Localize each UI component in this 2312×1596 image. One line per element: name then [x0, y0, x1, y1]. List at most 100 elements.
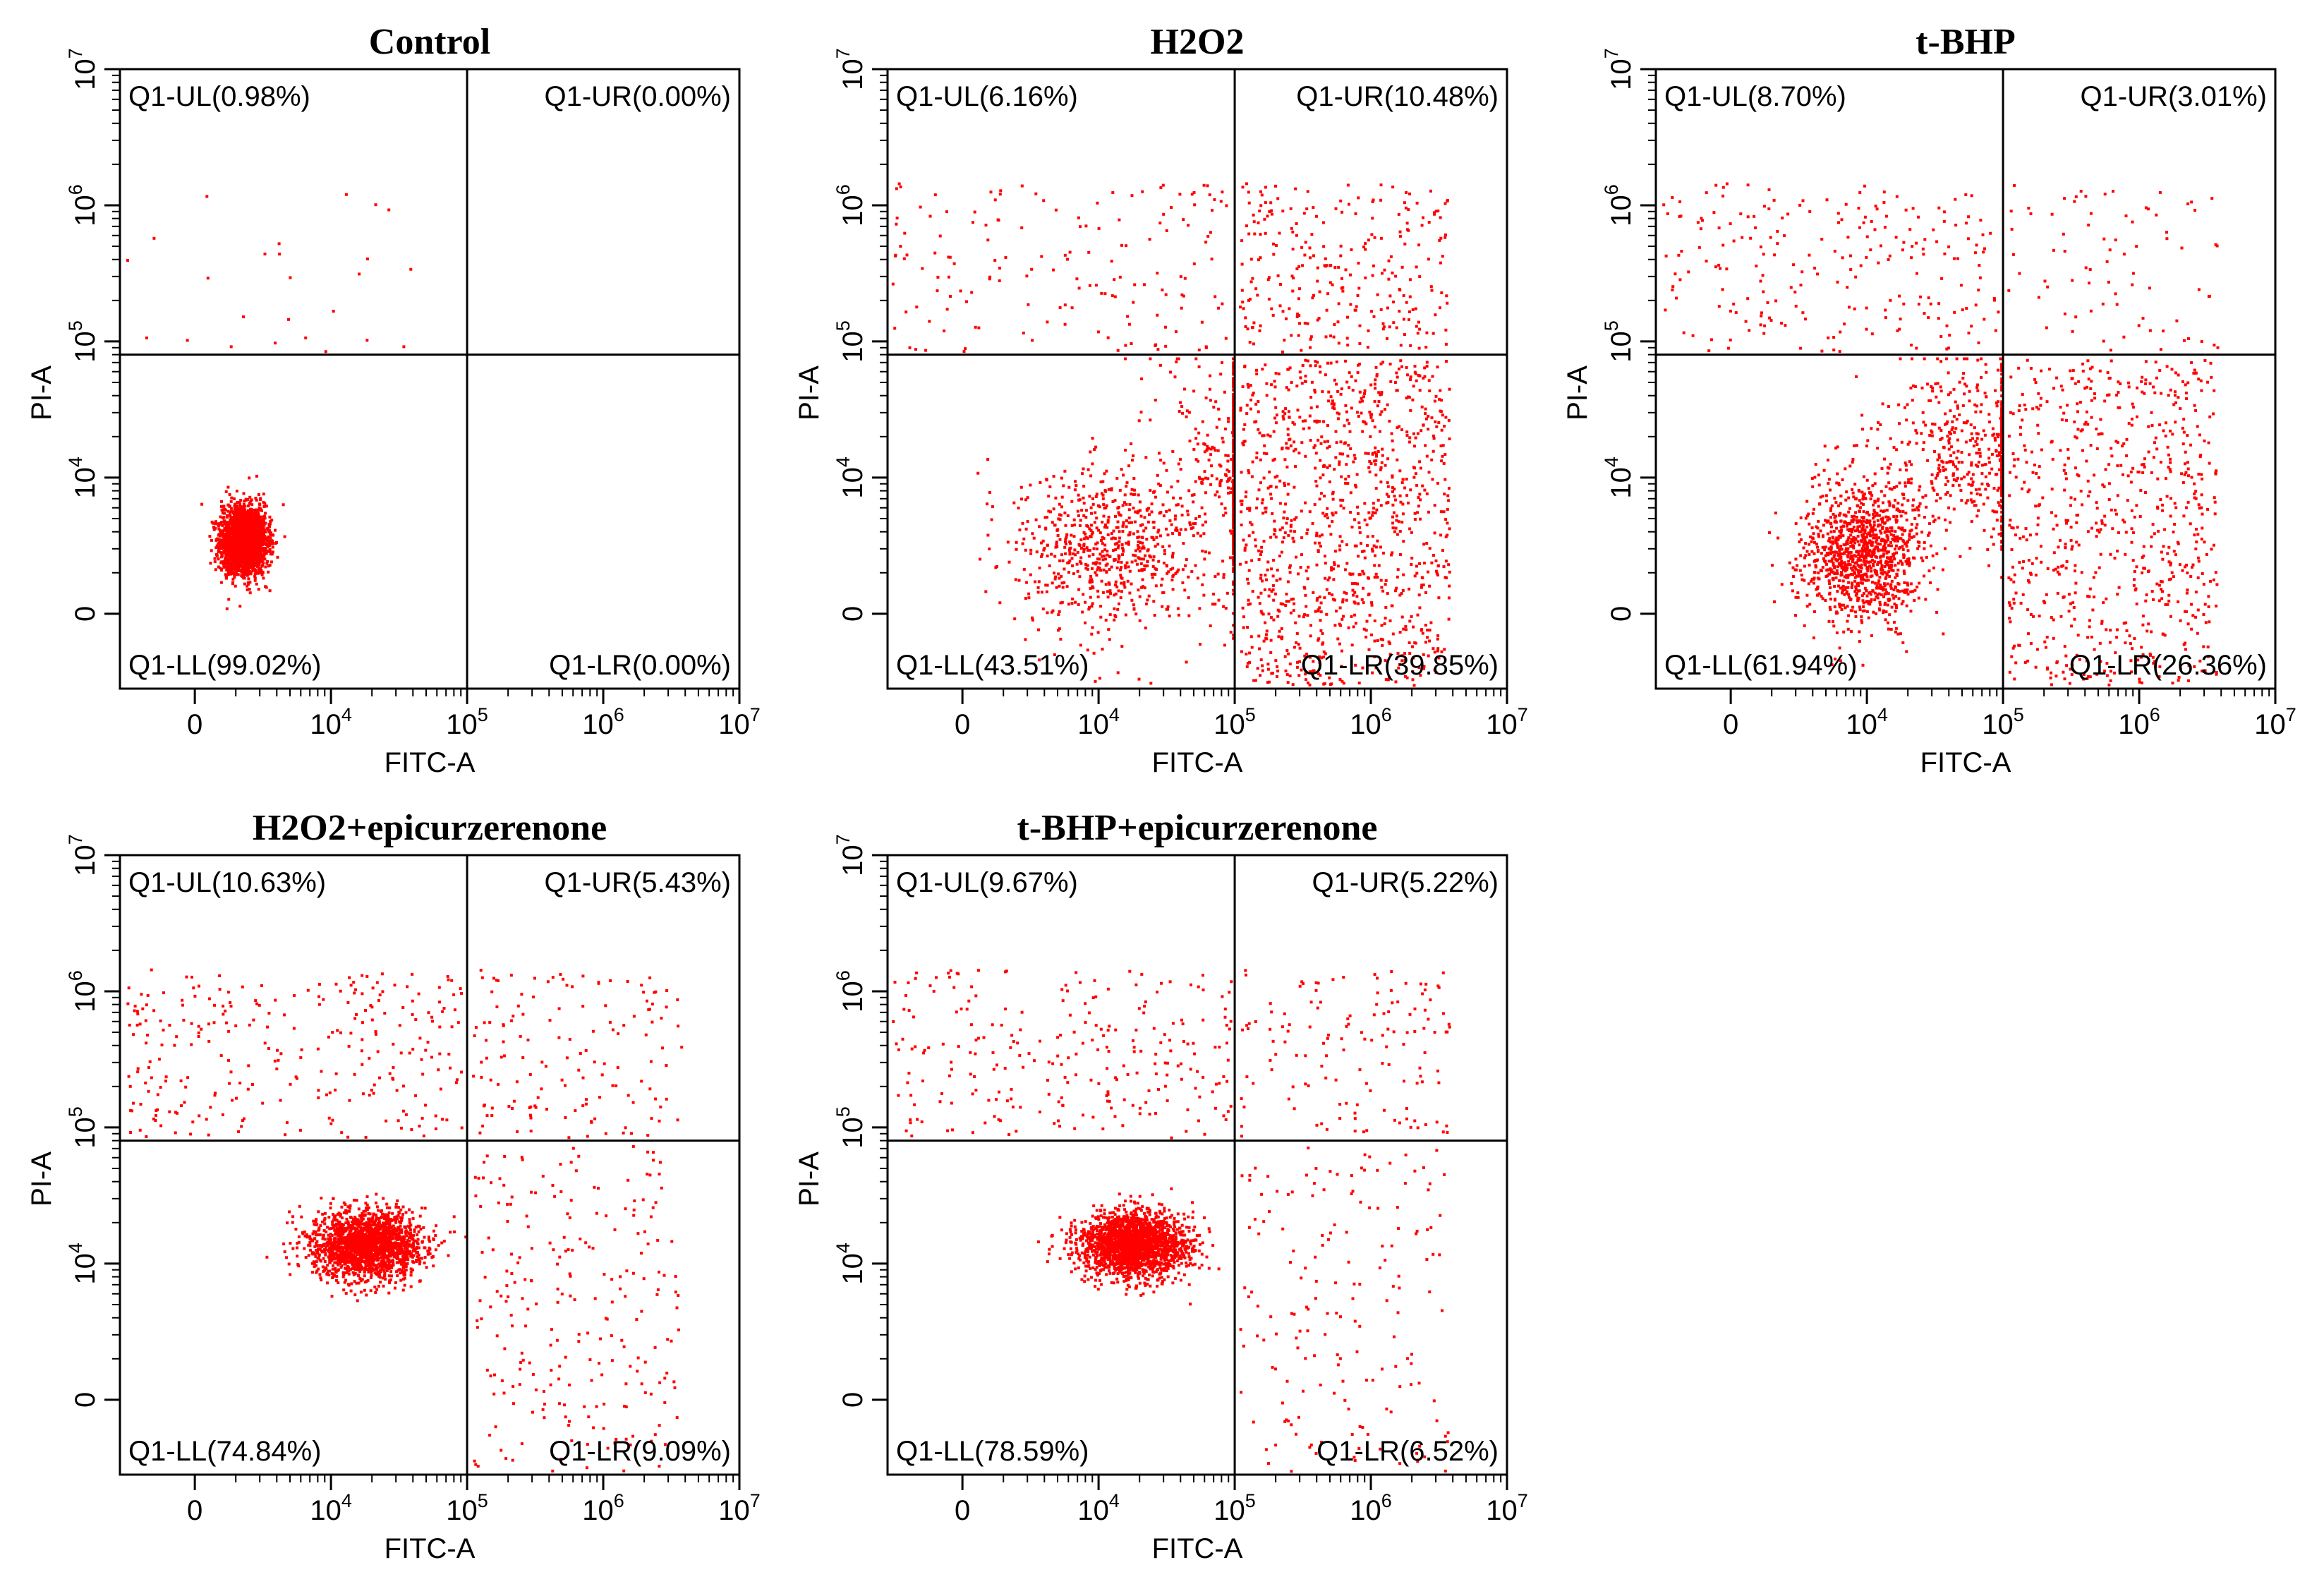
scatter-point — [1342, 682, 1345, 685]
scatter-point — [224, 548, 227, 552]
scatter-point — [1146, 564, 1149, 567]
scatter-point — [1424, 641, 1427, 644]
scatter-point — [1004, 255, 1007, 259]
scatter-point — [1192, 522, 1195, 526]
scatter-point — [251, 554, 255, 557]
plot-frame — [119, 68, 741, 690]
scatter-point — [1362, 550, 1366, 552]
scatter-point — [256, 528, 260, 532]
scatter-point — [1422, 665, 1426, 668]
scatter-point — [1415, 572, 1419, 575]
scatter-point — [1177, 613, 1180, 617]
scatter-point — [1240, 503, 1244, 506]
scatter-point — [1299, 376, 1302, 380]
scatter-point — [220, 508, 224, 512]
scatter-point — [1123, 564, 1127, 567]
scatter-point — [1329, 361, 1333, 365]
scatter-point — [1094, 445, 1098, 449]
scatter-point — [1045, 478, 1048, 482]
scatter-point — [1228, 478, 1231, 482]
scatter-point — [1152, 555, 1156, 559]
scatter-point — [1261, 498, 1264, 502]
scatter-point — [225, 557, 229, 560]
scatter-point — [1122, 501, 1126, 504]
scatter-point — [1272, 598, 1276, 602]
scatter-point — [1080, 547, 1083, 550]
scatter-point — [1168, 519, 1172, 523]
scatter-point — [1408, 652, 1412, 655]
scatter-point — [1246, 507, 1249, 510]
scatter-point — [1413, 641, 1417, 644]
scatter-point — [1309, 439, 1312, 442]
scatter-point — [241, 528, 244, 531]
scatter-point — [1089, 506, 1093, 509]
scatter-point — [1224, 337, 1228, 340]
scatter-point — [258, 545, 261, 548]
scatter-point — [1316, 361, 1319, 364]
scatter-point — [262, 492, 265, 496]
scatter-point — [1166, 533, 1170, 537]
scatter-point — [243, 557, 246, 561]
scatter-point — [1326, 516, 1329, 519]
scatter-point — [1132, 553, 1135, 557]
scatter-point — [1243, 364, 1247, 368]
scatter-point — [1433, 668, 1436, 672]
scatter-point — [1137, 588, 1140, 592]
scatter-point — [233, 536, 236, 540]
scatter-point — [259, 560, 262, 563]
scatter-point — [1084, 509, 1088, 512]
scatter-point — [1113, 295, 1117, 298]
scatter-point — [1241, 385, 1245, 389]
scatter-point — [1408, 587, 1411, 591]
scatter-point — [1232, 480, 1235, 483]
scatter-point — [1139, 557, 1143, 561]
scatter-point — [213, 557, 217, 560]
scatter-point — [1040, 255, 1043, 258]
scatter-point — [933, 193, 937, 197]
scatter-point — [1282, 417, 1285, 421]
scatter-point — [1221, 560, 1225, 563]
scatter-point — [244, 568, 247, 571]
scatter-point — [1371, 514, 1374, 517]
scatter-point — [1367, 452, 1370, 455]
scatter-point — [236, 564, 240, 567]
scatter-point — [1433, 504, 1436, 507]
scatter-point — [1265, 633, 1268, 636]
scatter-point — [1246, 626, 1249, 629]
scatter-point — [1142, 529, 1146, 533]
scatter-point — [1345, 598, 1348, 602]
scatter-point — [1227, 486, 1230, 490]
scatter-point — [1018, 528, 1022, 532]
scatter-point — [1413, 365, 1417, 368]
scatter-point — [1148, 238, 1151, 241]
scatter-point — [1111, 549, 1115, 552]
scatter-point — [1156, 348, 1160, 351]
scatter-point — [1335, 441, 1338, 445]
scatter-point — [225, 527, 229, 531]
scatter-point — [1169, 567, 1173, 571]
scatter-point — [1260, 611, 1264, 615]
scatter-point — [1096, 541, 1099, 545]
scatter-point — [238, 526, 242, 529]
scatter-point — [902, 257, 906, 260]
scatter-point — [1196, 576, 1199, 580]
scatter-point — [1376, 539, 1379, 543]
scatter-point — [1385, 492, 1388, 496]
scatter-point — [1170, 485, 1173, 489]
scatter-point — [1273, 457, 1276, 461]
scatter-point — [1224, 607, 1228, 610]
scatter-point — [255, 582, 258, 586]
scatter-point — [1060, 505, 1063, 509]
scatter-point — [236, 567, 240, 570]
scatter-point — [1360, 550, 1364, 553]
scatter-point — [1232, 499, 1235, 502]
scatter-point — [947, 255, 950, 259]
scatter-point — [1203, 470, 1206, 473]
scatter-point — [1373, 459, 1376, 463]
scatter-point — [1079, 519, 1082, 522]
scatter-point — [1441, 454, 1444, 458]
scatter-point — [269, 536, 272, 540]
scatter-point — [1135, 562, 1139, 566]
scatter-point — [247, 514, 250, 517]
scatter-point — [1221, 437, 1224, 440]
